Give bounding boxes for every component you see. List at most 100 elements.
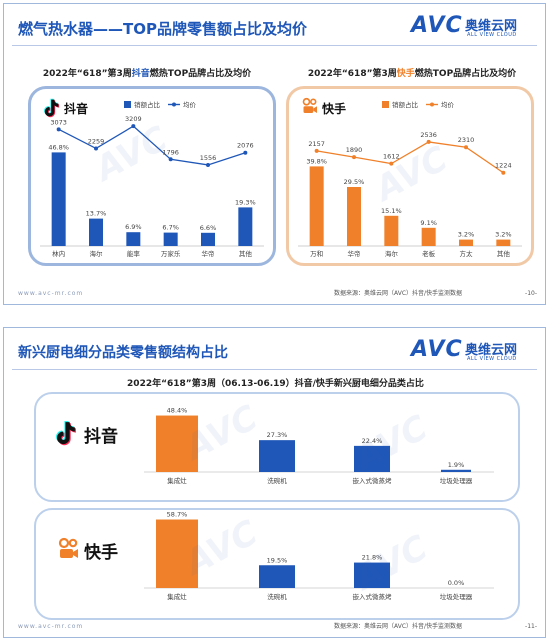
x-tick-label: 老板 (422, 249, 436, 258)
bar (156, 519, 198, 588)
x-tick-label: 嵌入式微蒸烤 (353, 592, 393, 601)
bar-data-label: 21.8% (362, 554, 383, 562)
bar-data-label: 13.7% (86, 210, 107, 218)
bar (259, 440, 295, 472)
bar-data-label: 48.4% (167, 407, 188, 415)
line-point (206, 162, 210, 167)
line-data-label: 1890 (346, 146, 363, 154)
line-data-label: 1224 (495, 162, 512, 170)
footer-url: www.avc-mr.com (18, 623, 84, 630)
series-line-avg-price (316, 141, 504, 174)
bar-data-label: 6.7% (162, 224, 179, 232)
slide-water-heater: 燃气热水器——TOP品牌零售额占比及均价 AVC 奥维云网 ALL VIEW C… (3, 3, 546, 305)
x-tick-label: 万家乐 (161, 249, 181, 258)
legend-label-bar: 销额占比 (134, 100, 161, 109)
line-point (426, 139, 431, 144)
x-tick-label: 方太 (460, 249, 474, 258)
bar-data-label: 46.8% (48, 143, 69, 151)
douyin-brand-chart: 抖音 销额占比 均价 46.8% 林内 13.7% 海尔 6.9% 能率 6.7% 万家乐 6.6% 华… (40, 98, 264, 258)
bar (126, 232, 141, 246)
footer-source: 数据来源：奥维云网（AVC）抖音/快手监测数据 (334, 623, 463, 630)
chart-title-structure: 2022年“618”第3周（06.13-06.19）抖音/快手新兴厨电细分品类占… (127, 379, 424, 389)
x-tick-label: 万和 (310, 249, 323, 258)
bar-data-label: 15.1% (381, 207, 402, 215)
chart-title-kuaishou: 2022年“618”第3周快手燃热TOP品牌占比及均价 (307, 69, 517, 79)
page-title: 新兴厨电细分品类零售额结构占比 (18, 345, 228, 361)
x-tick-label: 华帝 (202, 249, 215, 258)
x-tick-label: 其他 (497, 249, 511, 258)
x-tick-label: 嵌入式微蒸烤 (353, 476, 393, 485)
line-point (389, 161, 394, 166)
bar-data-label: 19.5% (267, 556, 288, 564)
bar-data-label: 3.2% (458, 231, 475, 239)
x-tick-label: 海尔 (90, 249, 104, 258)
bar (421, 227, 436, 246)
legend-label-line: 均价 (183, 100, 197, 109)
x-tick-label: 洗碗机 (267, 476, 287, 485)
bar-data-label: 19.3% (235, 198, 256, 206)
douyin-row-panel (34, 392, 520, 502)
platform-label: 快手 (322, 101, 346, 116)
legend-label-line: 均价 (441, 100, 455, 109)
douyin-icon (56, 421, 76, 446)
x-tick-label: 华帝 (348, 249, 361, 258)
page-number: -10- (525, 290, 537, 297)
bar-data-label: 1.9% (448, 461, 465, 469)
x-tick-label: 林内 (52, 249, 65, 258)
kuaishou-panel (286, 86, 534, 266)
x-tick-label: 集成灶 (167, 592, 187, 601)
kuaishou-row-panel (34, 508, 520, 620)
bar-data-label: 39.8% (306, 157, 327, 165)
x-tick-label: 其他 (239, 249, 253, 258)
legend-marker-line (430, 102, 434, 107)
bar-data-label: 9.1% (420, 219, 437, 227)
bar-data-label: 27.3% (267, 431, 288, 439)
kuaishou-brand-chart: 快手 销额占比 均价 39.8% 万和 29.5% 华帝 15.1% 海尔 9.1% 老板 3.2% 方… (298, 97, 522, 258)
legend-swatch-bar (382, 101, 389, 108)
bar (496, 239, 511, 246)
legend-swatch-bar (124, 101, 131, 108)
series-line-avg-price (58, 125, 246, 166)
x-tick-label: 集成灶 (167, 476, 187, 485)
footer-url: www.avc-mr.com (18, 290, 84, 297)
line-point (94, 146, 98, 151)
x-tick-label: 垃圾处理器 (440, 592, 473, 601)
line-data-label: 2310 (458, 136, 475, 144)
x-tick-label: 垃圾处理器 (440, 476, 473, 485)
bar (441, 469, 471, 472)
bar (459, 239, 473, 246)
title-divider (12, 45, 537, 46)
bar (384, 215, 399, 246)
title-divider (12, 369, 537, 370)
line-point (464, 145, 468, 150)
line-data-label: 1796 (162, 148, 179, 156)
row-label-kuaishou: 快手 (84, 542, 118, 563)
chart-title-douyin: 2022年“618”第3周抖音燃热TOP品牌占比及均价 (42, 69, 252, 79)
douyin-icon (44, 98, 60, 118)
bar (238, 207, 253, 246)
kitchen-structure-chart: 48.4% 集成灶 27.3% 洗碗机 22.4% 嵌入式微蒸烤 1.9% 垃圾处理器 抖音 58… (56, 407, 494, 601)
line-point (314, 148, 319, 153)
line-data-label: 3073 (50, 118, 67, 126)
bar-data-label: 6.9% (125, 223, 142, 231)
line-data-label: 2157 (308, 140, 325, 148)
x-tick-label: 洗碗机 (267, 592, 287, 601)
line-point (131, 124, 136, 129)
douyin-panel (28, 86, 276, 266)
bar (354, 562, 390, 588)
line-point (56, 127, 61, 132)
row-label-douyin: 抖音 (84, 426, 118, 447)
page-number: -11- (525, 623, 537, 630)
legend-marker-line (172, 102, 176, 107)
kuaishou-icon (58, 537, 78, 558)
slide-kitchen-structure: 新兴厨电细分品类零售额结构占比 AVC 奥维云网 ALL VIEW CLOUD … (3, 327, 546, 638)
bar (354, 445, 390, 472)
line-point (501, 170, 506, 175)
bar-data-label: 58.7% (167, 511, 188, 519)
avc-logo: AVC 奥维云网 ALL VIEW CLOUD (411, 337, 518, 362)
bar (156, 415, 198, 472)
bar-data-label: 3.2% (495, 231, 512, 239)
line-data-label: 3209 (125, 115, 142, 123)
x-tick-label: 能率 (127, 249, 141, 258)
bar-data-label: 6.6% (200, 224, 217, 232)
